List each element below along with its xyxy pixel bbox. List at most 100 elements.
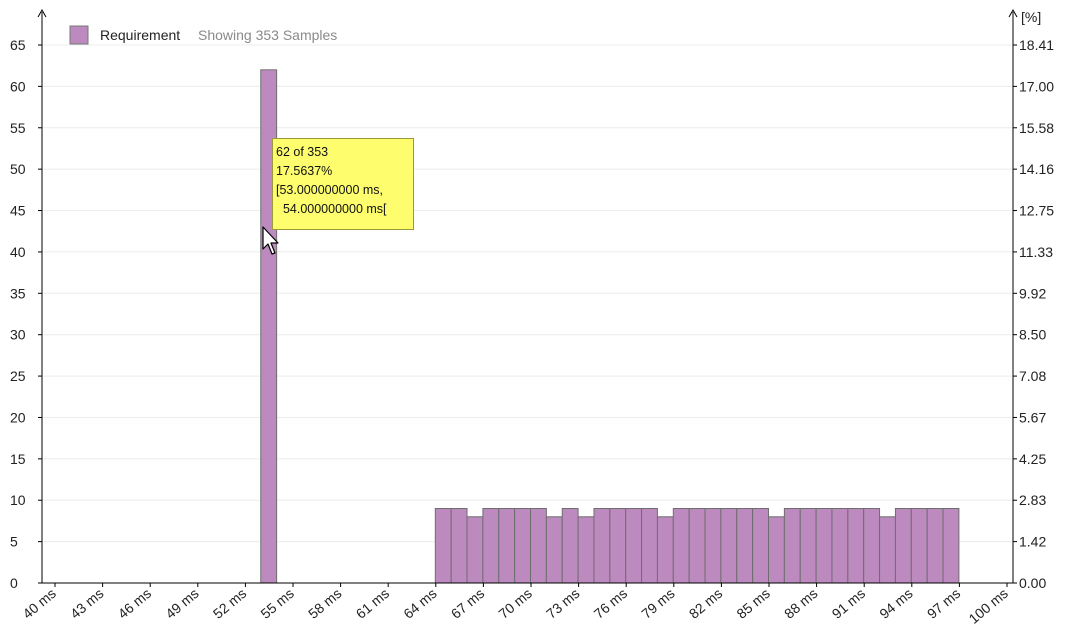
- right-axis-arrow: [1008, 8, 1018, 18]
- histogram-bar[interactable]: [863, 508, 881, 584]
- left-axis-ticks: 0 5 10 15 20 25 30 35 40 45 50 55 60 65: [10, 37, 42, 591]
- x-tick-label: 55 ms: [257, 585, 296, 622]
- axes: [37, 8, 1018, 584]
- histogram-bar[interactable]: [530, 508, 547, 584]
- x-tick-label: 97 ms: [924, 585, 963, 622]
- left-tick-label: 55: [10, 120, 26, 136]
- x-tick-label: 100 ms: [965, 585, 1010, 627]
- histogram-bar[interactable]: [799, 508, 817, 584]
- x-tick-label: 88 ms: [781, 585, 820, 622]
- x-tick-label: 40 ms: [19, 585, 58, 622]
- x-tick-label: 85 ms: [733, 585, 772, 622]
- left-tick-label: 60: [10, 78, 26, 94]
- histogram-bar[interactable]: [625, 508, 643, 584]
- histogram-bar[interactable]: [593, 508, 611, 584]
- gridlines: [43, 44, 1012, 543]
- histogram-bar[interactable]: [656, 516, 674, 584]
- legend-swatch: [69, 25, 89, 45]
- left-tick-label: 0: [10, 575, 18, 591]
- histogram-bar[interactable]: [498, 508, 516, 584]
- histogram-bar[interactable]: [514, 508, 532, 584]
- histogram-bar[interactable]: [466, 516, 484, 584]
- x-tick-label: 52 ms: [210, 585, 249, 622]
- histogram-bar[interactable]: [768, 516, 785, 584]
- x-tick-label: 43 ms: [67, 585, 106, 622]
- histogram-bar[interactable]: [942, 508, 960, 584]
- bar-tooltip: 62 of 353 17.5637% [53.000000000 ms, 54.…: [272, 138, 414, 230]
- x-tick-label: 94 ms: [876, 585, 915, 622]
- right-tick-label: 0.00: [1019, 575, 1046, 591]
- x-tick-label: 76 ms: [591, 585, 630, 622]
- x-tick-label: 73 ms: [543, 585, 582, 622]
- histogram-bar[interactable]: [545, 516, 563, 584]
- x-tick-label: 67 ms: [448, 585, 487, 622]
- left-tick-label: 45: [10, 203, 26, 219]
- histogram-bar[interactable]: [641, 508, 658, 584]
- right-tick-label: 11.33: [1019, 244, 1053, 260]
- tooltip-line-range-end: 54.000000000 ms[: [276, 202, 387, 216]
- histogram-bar[interactable]: [926, 508, 944, 584]
- histogram-bar[interactable]: [704, 508, 722, 584]
- legend-note: Showing 353 Samples: [198, 27, 337, 43]
- left-tick-label: 20: [10, 409, 26, 425]
- right-tick-label: 5.67: [1019, 409, 1046, 425]
- histogram-bar[interactable]: [752, 508, 770, 584]
- x-tick-label: 61 ms: [353, 585, 392, 622]
- x-tick-label: 79 ms: [638, 585, 677, 622]
- histogram-bar[interactable]: [736, 508, 754, 584]
- histogram-bar[interactable]: [720, 508, 738, 584]
- left-tick-label: 5: [10, 534, 18, 550]
- x-tick-label: 91 ms: [829, 585, 868, 622]
- right-tick-label: 17.00: [1019, 78, 1054, 94]
- histogram-bar[interactable]: [894, 508, 912, 584]
- histogram-bar[interactable]: [910, 508, 928, 584]
- histogram-bar[interactable]: [847, 508, 865, 584]
- left-axis-arrow: [37, 8, 47, 18]
- right-tick-label: 4.25: [1019, 451, 1046, 467]
- histogram-bar[interactable]: [879, 516, 896, 584]
- tooltip-line-count: 62 of 353: [276, 145, 329, 159]
- histogram-bar[interactable]: [450, 508, 468, 584]
- mouse-pointer-icon: [262, 226, 279, 255]
- legend: Requirement Showing 353 Samples: [69, 25, 337, 45]
- left-tick-label: 15: [10, 451, 26, 467]
- right-axis-ticks: 0.00 1.42 2.83 4.25 5.67 7.08 8.50 9.92 11.33 12.…: [1013, 37, 1054, 591]
- x-tick-label: 46 ms: [115, 585, 154, 622]
- right-tick-label: 15.58: [1019, 120, 1054, 136]
- left-tick-label: 25: [10, 368, 26, 384]
- histogram-bar[interactable]: [672, 508, 690, 584]
- right-tick-label: 9.92: [1019, 285, 1046, 301]
- right-tick-label: 1.42: [1019, 534, 1046, 550]
- x-tick-label: 58 ms: [305, 585, 344, 622]
- histogram-bar[interactable]: [434, 508, 452, 584]
- histogram-bar[interactable]: [561, 508, 579, 584]
- tooltip-line-range-start: [53.000000000 ms,: [276, 183, 384, 197]
- right-tick-label: 18.41: [1019, 37, 1054, 53]
- histogram-bar[interactable]: [815, 508, 833, 584]
- right-tick-label: 8.50: [1019, 327, 1046, 343]
- histogram-bar[interactable]: [577, 516, 595, 584]
- histogram-bar[interactable]: [688, 508, 706, 584]
- x-tick-label: 70 ms: [495, 585, 534, 622]
- right-tick-label: 12.75: [1019, 203, 1054, 219]
- x-tick-label: 64 ms: [400, 585, 439, 622]
- left-tick-label: 35: [10, 285, 26, 301]
- x-tick-label: 82 ms: [686, 585, 725, 622]
- left-tick-label: 40: [10, 244, 26, 260]
- x-axis-ticks: 40 ms 43 ms 46 ms 49 ms 52 ms 55 ms 58 ms 61 ms…: [19, 583, 1011, 627]
- right-tick-label: 14.16: [1019, 161, 1054, 177]
- left-tick-label: 10: [10, 492, 26, 508]
- histogram-bar[interactable]: [609, 508, 627, 584]
- histogram-bar[interactable]: [482, 508, 500, 584]
- tooltip-line-percent: 17.5637%: [276, 164, 333, 178]
- histogram-bar[interactable]: [783, 508, 801, 584]
- right-tick-label: 7.08: [1019, 368, 1046, 384]
- legend-label: Requirement: [100, 27, 180, 43]
- right-tick-label: 2.83: [1019, 492, 1046, 508]
- left-tick-label: 50: [10, 161, 26, 177]
- left-tick-label: 30: [10, 327, 26, 343]
- x-tick-label: 49 ms: [162, 585, 201, 622]
- histogram-bar[interactable]: [831, 508, 849, 584]
- left-tick-label: 65: [10, 37, 26, 53]
